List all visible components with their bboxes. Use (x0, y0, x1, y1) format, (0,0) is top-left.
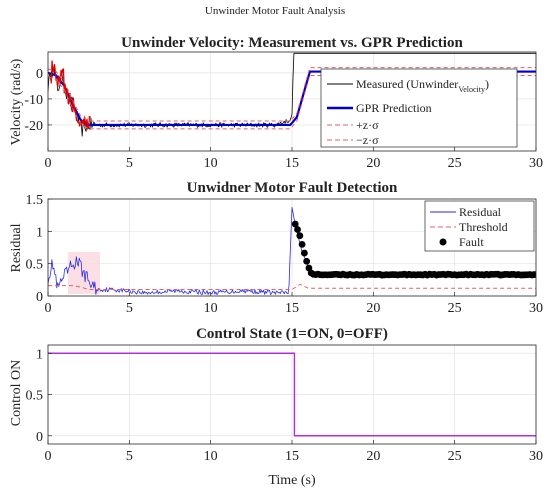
x-tick-label: 0 (45, 301, 52, 316)
velocity-panel: Unwinder Velocity: Measurement vs. GPR P… (9, 35, 543, 171)
y-tick-label: 0.5 (26, 389, 44, 404)
control-panel: Control State (1=ON, 0=OFF) Control ON 0… (9, 326, 543, 488)
series-clip-group (48, 352, 536, 437)
measured-velocity-line (48, 52, 536, 137)
gpr-prediction-line (48, 70, 536, 127)
x-tick-label: 0 (45, 449, 52, 464)
x-tick-label: 15 (285, 301, 299, 316)
legend-gpr-label: GPR Prediction (356, 101, 432, 115)
fault-legend: Residual Threshold Fault (424, 200, 535, 252)
velocity-y-axis-label: Velocity (rad/s) (9, 58, 24, 145)
fault-y-axis-label: Residual (9, 223, 24, 272)
y-tick-label: -20 (24, 119, 43, 134)
fault-series (48, 207, 536, 296)
x-tick-label: 5 (126, 301, 133, 316)
control-plot-area: 0 5 10 15 20 25 30 0 0.5 1 (26, 344, 544, 464)
velocity-panel-title: Unwinder Velocity: Measurement vs. GPR P… (121, 35, 463, 51)
fault-panel-title: Unwidner Motor Fault Detection (187, 180, 398, 196)
y-tick-label: 1 (36, 225, 43, 240)
legend-measured-subscript: Velocity (458, 85, 485, 94)
series-clip-group (48, 52, 536, 137)
control-series (48, 352, 536, 437)
plus-sigma-line (48, 67, 536, 122)
velocity-series (48, 52, 536, 137)
x-tick-label: 25 (448, 156, 462, 171)
y-tick-label: 1.5 (26, 193, 44, 208)
y-tick-label: 0.5 (26, 258, 44, 273)
legend-measured-main: Measured (Unwinder (356, 77, 458, 91)
velocity-ticks: 0 5 10 15 20 25 30 -20 -10 0 (24, 67, 543, 171)
legend-residual-label: Residual (459, 205, 502, 219)
legend-fault-label: Fault (459, 235, 484, 249)
fault-marker (291, 220, 299, 228)
x-tick-label: 0 (45, 156, 52, 171)
fault-marker (294, 226, 301, 233)
y-tick-label: 0 (36, 430, 43, 445)
x-tick-label: 5 (126, 156, 133, 171)
x-tick-label: 5 (126, 449, 133, 464)
x-tick-label: 15 (285, 156, 299, 171)
fault-marker (303, 257, 311, 265)
x-tick-label: 20 (366, 301, 380, 316)
series-clip-group (48, 207, 536, 296)
minus-sigma-line (48, 74, 536, 130)
x-tick-label: 15 (285, 449, 299, 464)
fault-marker (298, 240, 306, 248)
control-ticks: 0 5 10 15 20 25 30 0 0.5 1 (26, 347, 544, 464)
x-tick-label: 25 (448, 449, 462, 464)
y-tick-label: 0 (36, 67, 43, 82)
legend-plus-sigma-label: +z·σ (356, 118, 379, 132)
velocity-legend-box (320, 68, 518, 148)
x-tick-label: 10 (204, 156, 218, 171)
y-tick-label: -10 (24, 93, 43, 108)
x-tick-label: 10 (204, 301, 218, 316)
time-axis-label: Time (s) (268, 473, 316, 488)
control-state-line (48, 352, 536, 437)
legend-measured-close: ) (485, 77, 489, 91)
y-tick-label: 0 (36, 290, 43, 305)
x-tick-label: 25 (448, 301, 462, 316)
x-tick-label: 20 (366, 449, 380, 464)
x-tick-label: 10 (204, 449, 218, 464)
legend-threshold-label: Threshold (459, 220, 508, 234)
y-tick-label: 1 (36, 347, 43, 362)
legend-fault-swatch (439, 238, 447, 246)
x-tick-label: 20 (366, 156, 380, 171)
velocity-legend: Measured (UnwinderVelocity) GPR Predicti… (320, 68, 518, 148)
fault-ticks: 0 5 10 15 20 25 30 0 0.5 1 1.5 (26, 193, 544, 316)
fault-marker (296, 232, 304, 240)
x-tick-label: 30 (529, 449, 543, 464)
control-y-axis-label: Control ON (9, 360, 24, 427)
fault-panel: Unwidner Motor Fault Detection Residual … (9, 180, 543, 316)
fault-plot-area: 0 5 10 15 20 25 30 0 0.5 1 1.5 (26, 193, 544, 316)
legend-minus-sigma-label: −z·σ (356, 133, 379, 147)
control-panel-title: Control State (1=ON, 0=OFF) (196, 326, 388, 342)
figure-title: Unwinder Motor Fault Analysis (205, 5, 345, 17)
x-tick-label: 30 (529, 156, 543, 171)
fault-marker (300, 249, 308, 257)
x-tick-label: 30 (529, 301, 543, 316)
legend-measured-label: Measured (UnwinderVelocity) (356, 77, 489, 94)
fault-marker (530, 271, 536, 278)
